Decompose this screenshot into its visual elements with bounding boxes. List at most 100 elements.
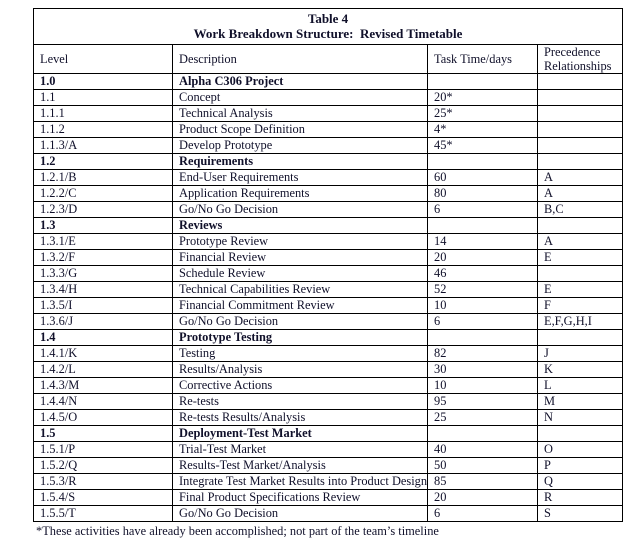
cell-level: 1.1.1 xyxy=(33,105,173,122)
cell-precedence xyxy=(536,265,624,282)
cell-precedence xyxy=(536,73,624,90)
cell-precedence xyxy=(536,217,624,234)
cell-task-time: 46 xyxy=(427,265,538,282)
cell-task-time xyxy=(427,425,538,442)
cell-precedence: P xyxy=(536,457,624,474)
cell-precedence xyxy=(536,153,624,170)
cell-task-time: 20* xyxy=(427,89,538,106)
cell-precedence: E xyxy=(536,249,624,266)
cell-description: Application Requirements xyxy=(172,185,428,202)
cell-description: Prototype Testing xyxy=(172,329,428,346)
table-row: 1.5.5/T Go/No Go Decision 6 S xyxy=(33,505,624,522)
cell-task-time: 95 xyxy=(427,393,538,410)
table-row: 1.3.4/H Technical Capabilities Review 52 E xyxy=(33,281,624,298)
table-title: Work Breakdown Structure: Revised Timeta… xyxy=(193,26,463,41)
cell-description: Alpha C306 Project xyxy=(172,73,428,90)
cell-precedence xyxy=(536,329,624,346)
cell-description: Results/Analysis xyxy=(172,361,428,378)
cell-level: 1.3.2/F xyxy=(33,249,173,266)
table-title-row: Table 4 Work Breakdown Structure: Revise… xyxy=(32,8,624,45)
cell-description: Final Product Specifications Review xyxy=(172,489,428,506)
cell-level: 1.2.3/D xyxy=(33,201,173,218)
table-row: 1.5 Deployment-Test Market xyxy=(33,425,624,442)
cell-precedence: A xyxy=(536,233,624,250)
cell-description: Testing xyxy=(172,345,428,362)
cell-task-time: 60 xyxy=(427,169,538,186)
cell-task-time: 6 xyxy=(427,505,538,522)
table-row: 1.5.1/P Trial-Test Market 40 O xyxy=(33,441,624,458)
cell-level: 1.4.5/O xyxy=(33,409,173,426)
cell-level: 1.1 xyxy=(33,89,173,106)
wbs-table: Table 4 Work Breakdown Structure: Revise… xyxy=(32,8,624,522)
cell-description: Deployment-Test Market xyxy=(172,425,428,442)
cell-task-time: 20 xyxy=(427,249,538,266)
cell-description: Prototype Review xyxy=(172,233,428,250)
cell-level: 1.4 xyxy=(33,329,173,346)
table-row: 1.3 Reviews xyxy=(33,217,624,234)
table-row: 1.5.3/R Integrate Test Market Results int… xyxy=(33,473,624,490)
cell-description: End-User Requirements xyxy=(172,169,428,186)
table-row: 1.3.6/J Go/No Go Decision 6 E,F,G,H,I xyxy=(33,313,624,330)
cell-task-time: 85 xyxy=(427,473,538,490)
table-row: 1.5.2/Q Results-Test Market/Analysis 50 P xyxy=(33,457,624,474)
column-header-description: Description xyxy=(172,44,428,74)
cell-precedence: E xyxy=(536,281,624,298)
table-row: 1.2.2/C Application Requirements 80 A xyxy=(33,185,624,202)
cell-task-time: 10 xyxy=(427,377,538,394)
cell-level: 1.2.1/B xyxy=(33,169,173,186)
cell-description: Financial Review xyxy=(172,249,428,266)
cell-description: Results-Test Market/Analysis xyxy=(172,457,428,474)
table-row: 1.3.2/F Financial Review 20 E xyxy=(33,249,624,266)
cell-description: Requirements xyxy=(172,153,428,170)
cell-level: 1.5.4/S xyxy=(33,489,173,506)
cell-level: 1.4.1/K xyxy=(33,345,173,362)
cell-precedence: S xyxy=(536,505,624,522)
cell-task-time: 25* xyxy=(427,105,538,122)
cell-level: 1.5 xyxy=(33,425,173,442)
cell-precedence xyxy=(536,137,624,154)
cell-task-time: 25 xyxy=(427,409,538,426)
table-row: 1.1 Concept 20* xyxy=(33,89,624,106)
cell-description: Integrate Test Market Results into Produ… xyxy=(172,473,428,490)
table-row: 1.4.1/K Testing 82 J xyxy=(33,345,624,362)
table-body: 1.0 Alpha C306 Project 1.1 Concept 20* 1.1.1 T… xyxy=(33,73,624,522)
cell-precedence: A xyxy=(536,169,624,186)
cell-task-time: 80 xyxy=(427,185,538,202)
cell-level: 1.4.4/N xyxy=(33,393,173,410)
cell-precedence: E,F,G,H,I xyxy=(536,313,624,330)
cell-description: Product Scope Definition xyxy=(172,121,428,138)
cell-precedence xyxy=(536,89,624,106)
cell-description: Schedule Review xyxy=(172,265,428,282)
cell-description: Go/No Go Decision xyxy=(172,201,428,218)
table-row: 1.3.3/G Schedule Review 46 xyxy=(33,265,624,282)
cell-task-time: 40 xyxy=(427,441,538,458)
cell-level: 1.3.3/G xyxy=(33,265,173,282)
cell-level: 1.3.5/I xyxy=(33,297,173,314)
cell-description: Technical Capabilities Review xyxy=(172,281,428,298)
cell-level: 1.0 xyxy=(33,73,173,90)
table-row: 1.1.2 Product Scope Definition 4* xyxy=(33,121,624,138)
cell-level: 1.5.3/R xyxy=(33,473,173,490)
cell-precedence: K xyxy=(536,361,624,378)
cell-description: Trial-Test Market xyxy=(172,441,428,458)
cell-task-time: 52 xyxy=(427,281,538,298)
cell-task-time xyxy=(427,217,538,234)
cell-level: 1.4.2/L xyxy=(33,361,173,378)
cell-description: Corrective Actions xyxy=(172,377,428,394)
table-row: 1.0 Alpha C306 Project xyxy=(33,73,624,90)
cell-task-time: 50 xyxy=(427,457,538,474)
cell-description: Re-tests Results/Analysis xyxy=(172,409,428,426)
cell-precedence: A xyxy=(536,185,624,202)
cell-task-time: 82 xyxy=(427,345,538,362)
table-row: 1.1.3/A Develop Prototype 45* xyxy=(33,137,624,154)
cell-task-time: 14 xyxy=(427,233,538,250)
cell-task-time: 20 xyxy=(427,489,538,506)
cell-task-time: 45* xyxy=(427,137,538,154)
cell-precedence: Q xyxy=(536,473,624,490)
cell-description: Go/No Go Decision xyxy=(172,505,428,522)
table-row: 1.4.5/O Re-tests Results/Analysis 25 N xyxy=(33,409,624,426)
cell-level: 1.5.2/Q xyxy=(33,457,173,474)
table-row: 1.2 Requirements xyxy=(33,153,624,170)
cell-level: 1.2 xyxy=(33,153,173,170)
table-number: Table 4 xyxy=(307,11,349,26)
